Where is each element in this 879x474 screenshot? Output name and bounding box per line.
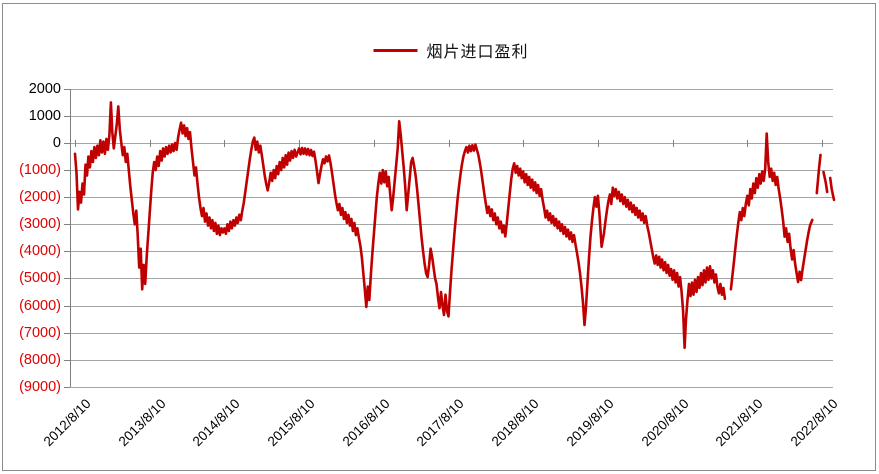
y-axis-tick-label: (6000): [19, 297, 61, 314]
y-axis-tick-label: (5000): [19, 270, 61, 287]
y-axis-tick-label: (7000): [19, 324, 61, 341]
y-axis-tick-label: (3000): [19, 216, 61, 233]
y-axis-tick-label: 0: [52, 135, 61, 151]
profit-line-series: [73, 101, 836, 350]
y-axis-tick-label: (4000): [19, 243, 61, 260]
legend-label: 烟片进口盈利: [426, 44, 529, 61]
y-axis-tick-label: (2000): [19, 189, 61, 206]
y-axis-tick-label: (9000): [19, 378, 61, 395]
legend: 烟片进口盈利: [373, 38, 528, 62]
y-axis-tick-label: 1000: [28, 107, 61, 124]
legend-line-swatch: [373, 48, 418, 52]
y-axis-tick-label: (1000): [19, 162, 61, 179]
y-axis-tick-label: (8000): [19, 351, 61, 368]
y-axis-tick-label: 2000: [28, 80, 61, 97]
